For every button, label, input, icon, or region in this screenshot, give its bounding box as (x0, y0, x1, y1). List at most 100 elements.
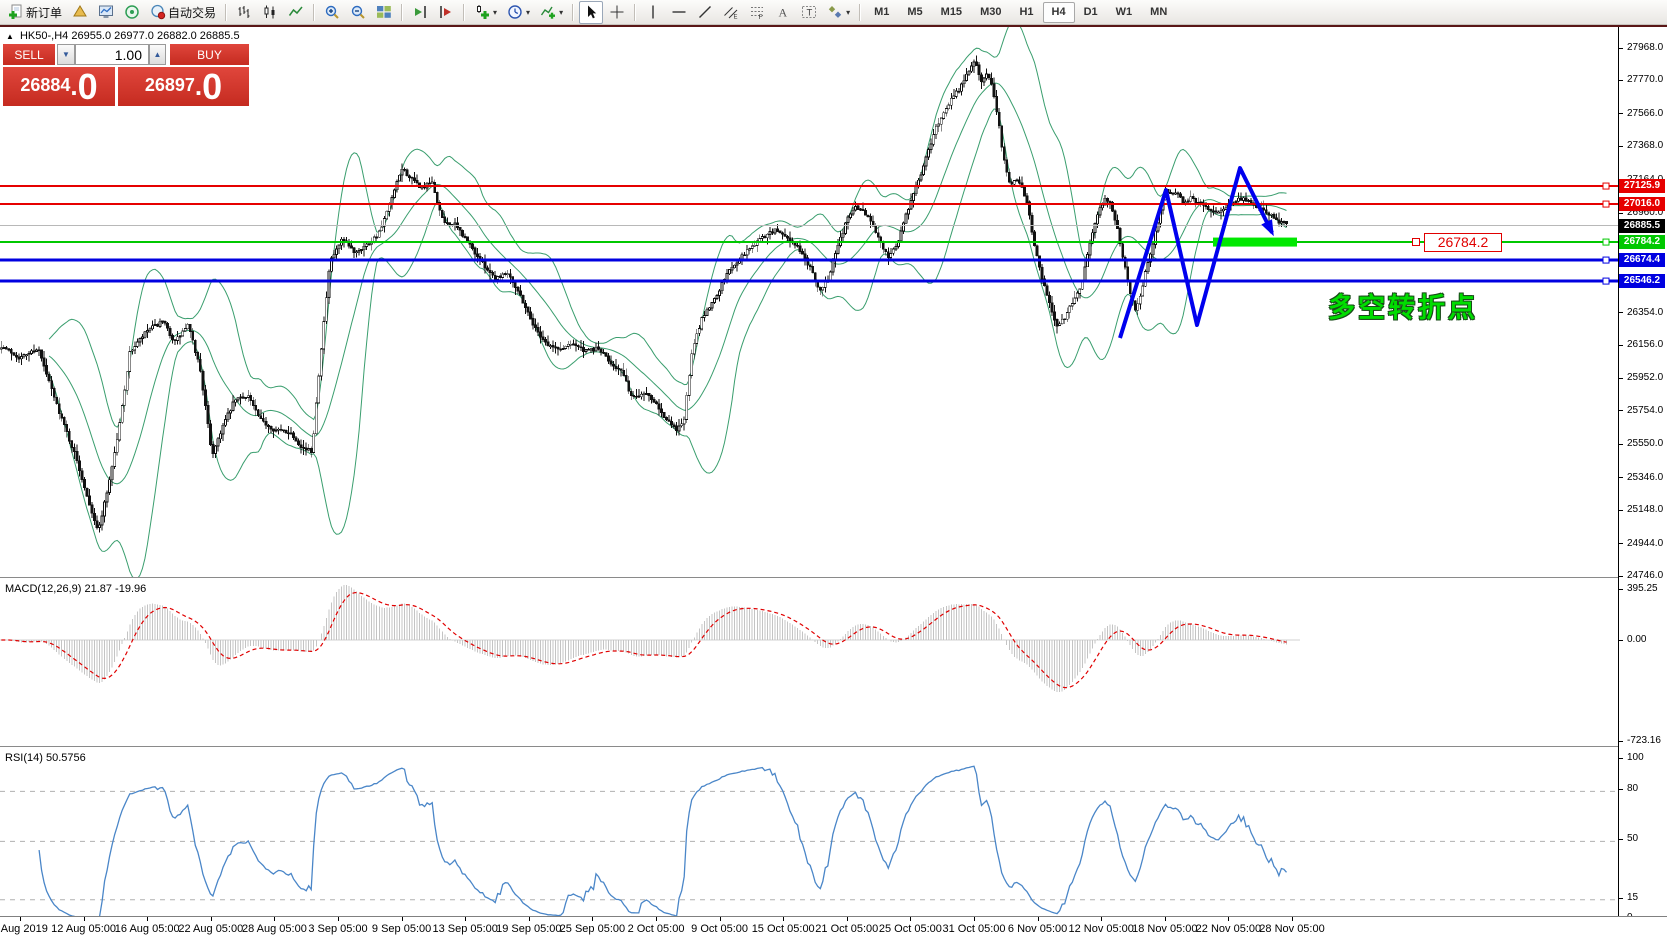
chevron-down-icon[interactable]: ▾ (493, 7, 498, 17)
fibo-icon: F (749, 4, 765, 20)
timeframe-h1-button[interactable]: H1 (1019, 5, 1034, 18)
profiles-button[interactable]: ▾ (503, 1, 534, 24)
macd-indicator-label: MACD(12,26,9) 21.87 -19.96 (5, 583, 147, 595)
date-tick (210, 917, 212, 921)
date-tick (1101, 917, 1103, 921)
date-label: 3 Sep 05:00 (308, 923, 368, 935)
timeframe-d1-button[interactable]: D1 (1083, 5, 1098, 18)
buy-button[interactable]: BUY (170, 44, 249, 65)
svg-text:A: A (779, 6, 788, 20)
fibonacci-retracement-button[interactable]: F (745, 1, 769, 24)
data-window-button[interactable] (120, 1, 144, 24)
rsi-pane-canvas[interactable] (0, 749, 1618, 916)
price-level-label-26885.5: 26885.5 (1619, 218, 1665, 233)
macd-pane-canvas[interactable] (0, 580, 1618, 746)
rsi-axis-label: 15 (1627, 892, 1639, 903)
sell-price-dot: . (70, 70, 78, 101)
rsi-axis-label: 80 (1627, 783, 1639, 794)
timeframe-m5-button[interactable]: M5 (907, 5, 923, 18)
sell-price-button[interactable]: 26884. 0 (3, 67, 115, 106)
date-tick (20, 917, 21, 921)
turning-point-annotation[interactable]: 多空转折点 (1328, 293, 1478, 323)
price-axis[interactable] (1618, 27, 1667, 916)
crosshair-icon (609, 4, 625, 20)
horizontal-line-button[interactable] (667, 1, 691, 24)
trendline-button[interactable] (693, 1, 717, 24)
chevron-down-icon[interactable]: ▾ (526, 7, 531, 17)
zigzag-arrowhead[interactable] (1261, 219, 1274, 237)
metaeditor-button[interactable] (68, 1, 92, 24)
price-tick (1618, 575, 1623, 577)
auto-scroll-button[interactable] (408, 1, 432, 24)
cursor-button[interactable] (579, 0, 604, 24)
date-label: 16 Aug 05:00 (114, 923, 180, 935)
bollinger-upper-band (48, 27, 1287, 428)
timeframe-w1-button[interactable]: W1 (1115, 5, 1133, 18)
rsi-axis-label: 100 (1627, 752, 1644, 763)
sell-button[interactable]: SELL (3, 44, 55, 65)
chevron-down-icon[interactable]: ▾ (846, 7, 851, 17)
vline-icon (645, 4, 661, 20)
highlight-rectangle-drawing[interactable] (1213, 237, 1297, 247)
rsi-axis-tick (1618, 897, 1623, 899)
macd-histogram (3, 585, 1287, 693)
toolbar-separator (313, 3, 316, 21)
level-price-callout[interactable]: 26784.2 (1424, 233, 1502, 252)
timeframe-h4-button[interactable]: H4 (1042, 1, 1075, 23)
trendline-icon (697, 4, 713, 20)
timeframe-m1-button[interactable]: M1 (874, 5, 890, 18)
rsi-line (38, 765, 1287, 916)
text-a-icon: A (775, 4, 791, 20)
chevron-down-icon[interactable]: ▾ (559, 7, 564, 17)
date-tick (846, 917, 848, 921)
text-button[interactable]: A (771, 1, 795, 24)
line-chart-mode-button[interactable] (284, 1, 308, 24)
auto-trading-button[interactable]: 自动交易 (146, 1, 220, 24)
zoom-in-button[interactable] (320, 1, 344, 24)
date-label: 31 Oct 05:00 (942, 923, 1006, 935)
chart-bars-icon (236, 4, 252, 20)
price-level-label-27125.9: 27125.9 (1619, 179, 1665, 193)
sell-price-int: 26884 (20, 74, 71, 95)
price-tick-label: 25754.0 (1627, 404, 1664, 416)
zigzag-drawing[interactable] (1118, 166, 1274, 339)
macd-axis-label: 395.25 (1627, 583, 1658, 594)
volume-decrease-button[interactable]: ▼ (57, 44, 75, 65)
buy-price-button[interactable]: 26897. 0 (118, 67, 249, 106)
market-watch-button[interactable] (94, 1, 118, 24)
macd-axis-tick (1618, 639, 1623, 641)
chart-shift-button[interactable] (434, 1, 458, 24)
crosshair-button[interactable] (605, 1, 629, 24)
price-level-label-27016.0: 27016.0 (1619, 197, 1665, 211)
zoom-out-button[interactable] (346, 1, 370, 24)
timeframe-m15-button[interactable]: M15 (940, 5, 963, 18)
chart-window-border (0, 25, 1667, 27)
price-level-label-26546.2: 26546.2 (1619, 274, 1665, 288)
main-chart-canvas[interactable] (0, 27, 1618, 577)
indicators-list-button[interactable]: ▾ (536, 1, 567, 24)
chart-line-icon (288, 4, 304, 20)
date-tick (592, 917, 594, 921)
date-label: 19 Sep 05:00 (496, 923, 562, 935)
panel-collapse-toggle[interactable]: ▲ (6, 32, 14, 41)
tile-windows-button[interactable] (372, 1, 396, 24)
timeframe-mn-button[interactable]: MN (1150, 5, 1168, 18)
equidistant-channel-button[interactable]: E (719, 1, 743, 24)
timeframe-m30-button[interactable]: M30 (980, 5, 1002, 18)
text-label-button[interactable]: T (797, 1, 821, 24)
volume-increase-button[interactable]: ▲ (149, 44, 166, 65)
volume-input[interactable] (75, 44, 149, 65)
arrows-button[interactable]: ▾ (823, 1, 854, 24)
buy-price-frac: 0 (202, 65, 223, 107)
price-tick-label: 27968.0 (1627, 42, 1664, 53)
vertical-line-button[interactable] (641, 1, 665, 24)
toolbar-separator (634, 3, 637, 21)
new-order-button[interactable]: 新订单 (4, 1, 66, 24)
new-chart-button[interactable]: ▾ (470, 1, 501, 24)
bar-chart-mode-button[interactable] (232, 1, 256, 24)
price-tick (1618, 212, 1623, 214)
callout-anchor-square (1412, 238, 1420, 246)
date-tick (783, 917, 785, 921)
candle-chart-mode-button[interactable] (258, 1, 282, 24)
